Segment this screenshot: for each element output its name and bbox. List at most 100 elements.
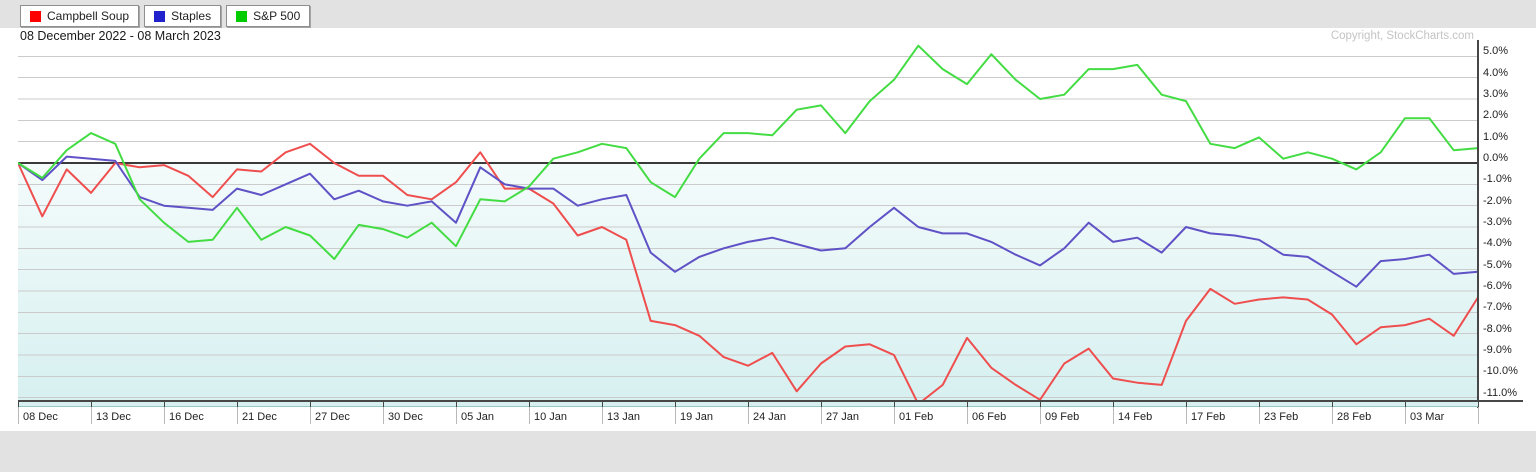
- copyright-notice: Copyright, StockCharts.com: [1330, 30, 1474, 42]
- y-axis-label: -5.0%: [1483, 258, 1512, 271]
- x-axis-tick: [1113, 400, 1114, 407]
- x-axis-tick: [675, 400, 676, 407]
- x-axis-label: 21 Dec: [242, 411, 277, 423]
- x-axis-tick: [91, 400, 92, 407]
- x-axis-separator: [821, 407, 822, 424]
- x-axis-label: 13 Jan: [607, 411, 641, 423]
- x-axis-tick: [456, 400, 457, 407]
- y-axis-label: 4.0%: [1483, 66, 1509, 79]
- y-axis-label: -3.0%: [1483, 215, 1512, 228]
- x-axis-separator: [675, 407, 676, 424]
- x-axis-label: 30 Dec: [388, 411, 423, 423]
- x-axis-tick: [529, 400, 530, 407]
- x-axis-label: 08 Dec: [23, 411, 58, 423]
- x-axis-separator: [967, 407, 968, 424]
- price-chart-plot: [18, 44, 1478, 402]
- y-axis-line: [1477, 40, 1479, 408]
- x-axis-tick: [967, 400, 968, 407]
- x-axis-label: 19 Jan: [680, 411, 714, 423]
- legend-bar: Campbell Soup Staples S&P 500: [0, 0, 1536, 28]
- legend-items: Campbell Soup Staples S&P 500: [20, 5, 311, 27]
- x-axis-tick: [18, 400, 19, 407]
- y-axis-label: 2.0%: [1483, 109, 1509, 122]
- x-axis-label: 09 Feb: [1045, 411, 1080, 423]
- series-line-campbell-soup: [18, 142, 1478, 402]
- y-axis-label: -9.0%: [1483, 343, 1512, 356]
- x-axis-label: 06 Feb: [972, 411, 1007, 423]
- x-axis-tick: [383, 400, 384, 407]
- x-axis-separator: [237, 407, 238, 424]
- y-axis-label: 5.0%: [1483, 45, 1509, 58]
- y-axis-label: 1.0%: [1483, 130, 1509, 143]
- x-axis-separator: [1113, 407, 1114, 424]
- x-axis-separator: [383, 407, 384, 424]
- x-axis-tick: [310, 400, 311, 407]
- y-axis-label: -2.0%: [1483, 194, 1512, 207]
- x-axis-tick: [821, 400, 822, 407]
- x-axis-tick: [1186, 400, 1187, 407]
- x-axis-tick: [1332, 400, 1333, 407]
- y-axis-label: -4.0%: [1483, 237, 1512, 250]
- x-axis-separator: [1478, 407, 1479, 424]
- x-axis-line: [18, 400, 1523, 402]
- x-axis-label: 16 Dec: [169, 411, 204, 423]
- x-axis-label: 14 Feb: [1118, 411, 1153, 423]
- x-axis-separator: [529, 407, 530, 424]
- x-axis-separator: [748, 407, 749, 424]
- x-axis-tick: [1478, 400, 1479, 407]
- x-axis-separator: [18, 407, 19, 424]
- x-axis-separator: [1040, 407, 1041, 424]
- legend-item-sp500[interactable]: S&P 500: [226, 5, 311, 27]
- y-axis-label: 3.0%: [1483, 88, 1509, 100]
- x-axis-separator: [1186, 407, 1187, 424]
- staples-swatch-icon: [154, 10, 166, 22]
- x-axis-label: 03 Mar: [1410, 411, 1445, 423]
- y-axis-label: -6.0%: [1483, 279, 1512, 292]
- x-axis-label: 13 Dec: [96, 411, 131, 423]
- x-axis-tick: [164, 400, 165, 407]
- x-axis-separator: [164, 407, 165, 424]
- legend-label-sp500: S&P 500: [253, 9, 301, 23]
- x-axis-label: 23 Feb: [1264, 411, 1299, 423]
- x-axis-tick: [894, 400, 895, 407]
- series-line-s-p-500: [18, 44, 1478, 260]
- x-axis-label: 27 Jan: [826, 411, 860, 423]
- chart-toolbar: ◄ 61 days ►: [0, 431, 1536, 472]
- x-axis-separator: [1332, 407, 1333, 424]
- x-axis-separator: [602, 407, 603, 424]
- y-axis-label: -7.0%: [1483, 301, 1512, 314]
- y-axis-label: -11.0%: [1483, 386, 1518, 399]
- x-axis-tick: [1259, 400, 1260, 407]
- sp500-swatch-icon: [236, 10, 248, 22]
- x-axis-tick: [1405, 400, 1406, 407]
- date-range-title: 08 December 2022 - 08 March 2023: [20, 29, 221, 43]
- x-axis-separator: [310, 407, 311, 424]
- legend-label-staples: Staples: [171, 9, 212, 23]
- x-axis-tick: [237, 400, 238, 407]
- x-axis-tick: [1040, 400, 1041, 407]
- x-axis-label: 27 Dec: [315, 411, 350, 423]
- x-axis-tick: [748, 400, 749, 407]
- x-axis-separator: [1259, 407, 1260, 424]
- x-axis-label: 28 Feb: [1337, 411, 1372, 423]
- series-line-staples: [18, 155, 1478, 288]
- x-axis-separator: [1405, 407, 1406, 424]
- y-axis-label: 0.0%: [1483, 152, 1509, 164]
- x-axis-label: 17 Feb: [1191, 411, 1226, 423]
- y-axis-label: -10.0%: [1483, 365, 1518, 378]
- x-axis-separator: [91, 407, 92, 424]
- legend-item-campbell-soup[interactable]: Campbell Soup: [20, 5, 140, 27]
- y-axis-label: -1.0%: [1483, 173, 1512, 186]
- y-axis-label: -8.0%: [1483, 322, 1512, 335]
- legend-item-staples[interactable]: Staples: [144, 5, 222, 27]
- x-axis-label: 24 Jan: [753, 411, 787, 423]
- x-axis-label: 10 Jan: [534, 411, 568, 423]
- x-axis-separator: [456, 407, 457, 424]
- x-axis-label: 01 Feb: [899, 411, 934, 423]
- x-axis-separator: [894, 407, 895, 424]
- campbell-soup-swatch-icon: [30, 10, 41, 22]
- legend-label-campbell-soup: Campbell Soup: [47, 9, 130, 23]
- x-axis-tick: [602, 400, 603, 407]
- x-axis-label: 05 Jan: [461, 411, 495, 423]
